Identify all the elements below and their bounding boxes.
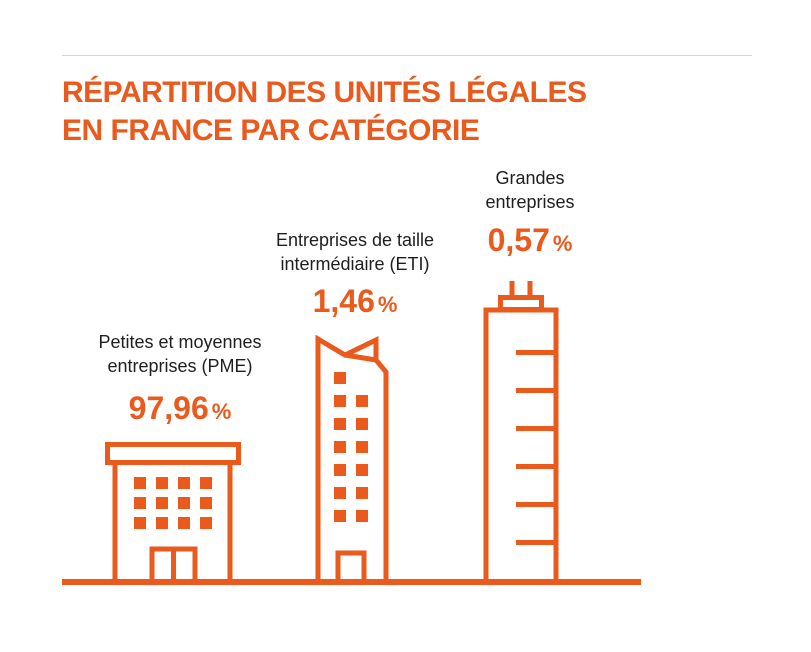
pme-label-line-2: entreprises (PME) — [107, 356, 253, 376]
pme-label: Petites et moyennes entreprises (PME) — [60, 330, 300, 378]
pme-value-number: 97,96 — [128, 390, 209, 426]
top-divider — [62, 55, 752, 56]
eti-label: Entreprises de taille intermédiaire (ETI… — [230, 228, 480, 276]
pme-value: 97,96% — [60, 390, 300, 430]
eti-value-number: 1,46 — [312, 283, 375, 319]
small-building-windows — [134, 477, 212, 529]
eti-label-line-1: Entreprises de taille — [275, 230, 435, 250]
eti-value: 1,46% — [230, 283, 480, 323]
ground-line — [62, 579, 641, 585]
title-line-1: RÉPARTITION DES UNITÉS LÉGALES — [62, 76, 587, 109]
ge-label-line-1: Grandes — [495, 168, 565, 188]
ge-label-line-2: entreprises — [485, 192, 575, 212]
eti-value-unit: % — [377, 292, 398, 317]
ge-value-unit: % — [552, 231, 573, 256]
title-line-2: EN FRANCE PAR CATÉGORIE — [62, 114, 480, 147]
tower-icon — [483, 281, 559, 582]
small-building-icon — [105, 442, 241, 582]
ge-value: 0,57% — [445, 222, 615, 262]
pme-label-line-1: Petites et moyennes — [98, 332, 262, 352]
medium-building-windows — [334, 372, 368, 522]
ge-value-number: 0,57 — [487, 222, 550, 258]
pme-value-unit: % — [211, 399, 232, 424]
ge-label: Grandes entreprises — [445, 166, 615, 214]
medium-building-icon — [315, 334, 389, 582]
eti-label-line-2: intermédiaire (ETI) — [280, 254, 430, 274]
tower-floor-lines — [516, 350, 556, 545]
page-title: RÉPARTITION DES UNITÉS LÉGALES EN FRANCE… — [62, 74, 587, 150]
